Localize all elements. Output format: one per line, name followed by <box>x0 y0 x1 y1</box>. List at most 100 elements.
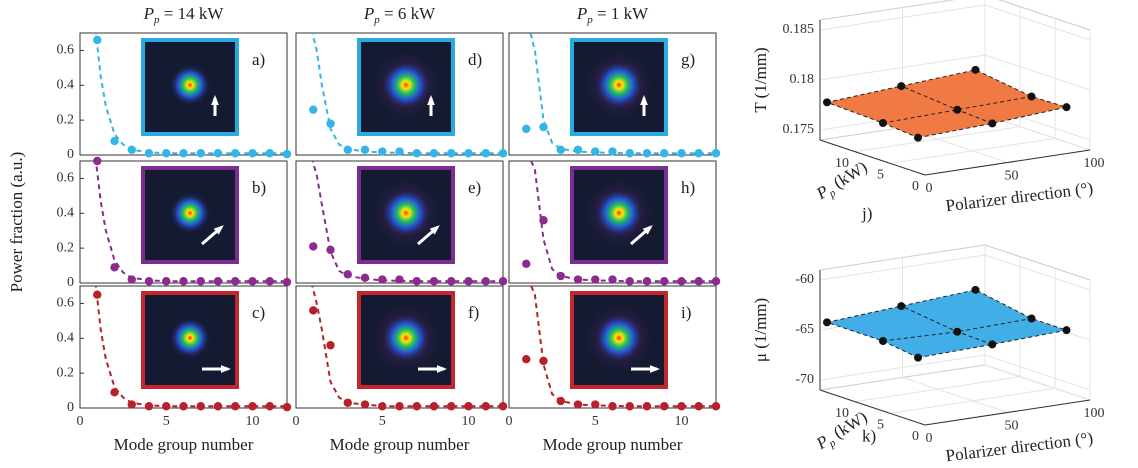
y-tick-label: 0.6 <box>57 296 75 311</box>
grid-line <box>854 376 1021 403</box>
y-tick-label: 0 <box>912 429 919 444</box>
grid-line <box>984 254 1091 291</box>
x-tick-label: 10 <box>675 414 689 429</box>
inset-arrow-head <box>211 95 219 106</box>
y-axis-label: Power fraction (a.u.) <box>7 152 26 293</box>
y-tick-label: 0.2 <box>57 240 75 255</box>
inset-arrow-head <box>429 225 440 235</box>
box-edge <box>984 244 1091 281</box>
data-point <box>711 402 721 411</box>
data-point <box>971 285 980 294</box>
inset-arrow-head <box>642 225 653 235</box>
y-tick-label: 0.2 <box>57 365 75 380</box>
x-axis-label: Polarizer direction (°) <box>944 178 1094 215</box>
column-title-sub: p <box>586 14 593 26</box>
x-tick-label: 10 <box>462 414 476 429</box>
data-point <box>823 98 831 107</box>
inset-image <box>141 38 239 136</box>
data-point <box>522 355 531 364</box>
column-title: Pp = 6 kW <box>363 4 436 26</box>
data-point <box>309 306 318 315</box>
data-point <box>282 149 292 159</box>
x-tick-label: 0 <box>506 414 513 429</box>
data-point <box>988 119 997 128</box>
data-point <box>265 402 274 411</box>
data-point <box>897 302 906 311</box>
data-point <box>326 119 335 128</box>
data-point <box>481 149 490 158</box>
data-point <box>265 277 274 286</box>
data-point <box>677 402 686 411</box>
y-axis <box>819 139 926 176</box>
inset-arrow-head <box>649 365 660 373</box>
column-title-var: P <box>576 4 587 23</box>
data-point <box>711 149 721 158</box>
data-point <box>464 277 473 286</box>
surface <box>825 289 1069 359</box>
column-title-sub: p <box>153 14 160 26</box>
grid-line <box>889 387 1056 414</box>
data-point <box>464 149 473 158</box>
x-tick-label: 0 <box>77 414 84 429</box>
inset-arrow-head <box>640 95 648 106</box>
fit-line <box>529 33 716 155</box>
inset-beam <box>595 314 643 362</box>
y-tick-label: 10 <box>835 406 849 421</box>
surface-line <box>882 318 1032 342</box>
data-point <box>694 277 703 286</box>
data-point <box>429 277 439 286</box>
box-edge <box>998 0 1091 31</box>
data-point <box>395 275 404 284</box>
data-point <box>326 341 335 350</box>
panel-label: c) <box>252 303 265 322</box>
panel-label: b) <box>252 178 266 197</box>
fit-line <box>530 286 716 408</box>
z-axis-label: T (1/mm) <box>751 47 770 112</box>
panel-label: i) <box>681 303 691 322</box>
x-tick-label: 5 <box>379 414 386 429</box>
inset-beam <box>170 65 210 105</box>
panel-label: e) <box>468 178 481 197</box>
x-tick-label: 0 <box>926 181 933 196</box>
column-title-var: P <box>143 4 154 23</box>
column-title-rest: = 14 kW <box>160 4 225 23</box>
x-tick-label: 5 <box>163 414 170 429</box>
fit-line <box>311 286 503 408</box>
data-point <box>378 275 387 284</box>
y-tick-label: 0 <box>67 400 74 415</box>
y-tick-label: 5 <box>877 418 884 433</box>
grid-line <box>854 126 1021 153</box>
data-point <box>447 149 456 158</box>
inset-arrow-head <box>436 365 447 373</box>
x-axis <box>924 149 1091 176</box>
inset-beam <box>382 189 430 237</box>
data-point <box>1027 92 1036 101</box>
grid-line <box>889 137 1056 164</box>
panel-label: g) <box>681 50 695 69</box>
y-tick-label: 0 <box>67 147 74 162</box>
data-point <box>522 259 531 269</box>
data-point <box>231 277 240 286</box>
x-axis <box>924 399 1091 426</box>
data-point <box>879 119 887 127</box>
z-tick-label: -60 <box>795 272 814 287</box>
y-tick-label: 0.6 <box>57 43 75 58</box>
data-point <box>914 133 922 142</box>
fit-line <box>311 161 503 283</box>
y-tick-label: 0 <box>912 179 919 194</box>
y-axis <box>819 389 926 426</box>
x-axis-label: Polarizer direction (°) <box>944 428 1094 465</box>
x-tick-label: 50 <box>1005 419 1019 434</box>
data-point <box>360 145 370 154</box>
y-tick-label: 0.2 <box>57 112 75 127</box>
data-point <box>1062 326 1071 335</box>
data-point <box>447 402 456 411</box>
column-title-rest: = 1 kW <box>593 4 649 23</box>
grid-line <box>984 364 1091 401</box>
x-tick-label: 5 <box>592 414 599 429</box>
inset-beam <box>382 61 430 109</box>
y-tick-label: 0.4 <box>57 78 75 93</box>
x-tick-label: 100 <box>1084 156 1105 171</box>
inset-beam <box>170 193 210 233</box>
